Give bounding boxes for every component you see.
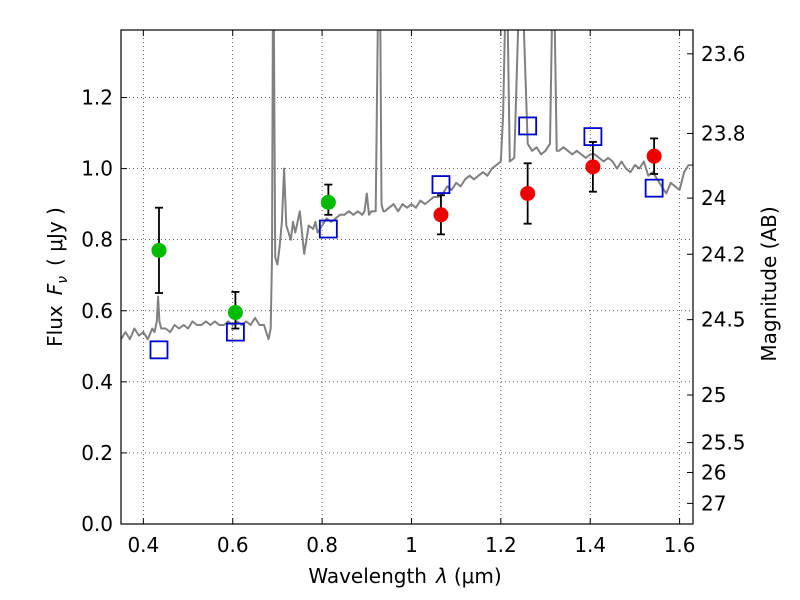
x-tick-label: 0.8 [306,533,338,557]
data-point [433,207,449,223]
plot-frame [120,29,694,525]
grid-lines [121,30,693,525]
y-tick-label: 0.8 [81,228,113,252]
errorbar-layer [154,137,659,330]
data-point [320,194,336,210]
x-tick-label: 1 [405,533,418,557]
right-tick-label: 25.5 [701,431,746,455]
data-point [151,242,167,258]
model-photometry-square [225,322,245,342]
right-tick-label: 23.8 [701,121,746,145]
data-point [227,305,243,321]
tick-layer: 0.4 0.6 0.8 1 1.2 1.4 1.6 0.0 0.2 0.4 0.6 0.8 1.0 1.2… [81,30,746,557]
x-tick-label: 0.6 [217,533,249,557]
model-photometry-square [518,116,538,136]
x-axis-title: Wavelength λ (μm) [308,564,501,588]
x-tick-label: 1.4 [574,533,606,557]
x-tick-label: 0.4 [127,533,159,557]
right-tick-label: 24.5 [701,308,746,332]
y-axis-title: FluxFν( μJy ) [43,207,71,347]
right-tick-label: 26 [701,460,726,484]
model-photometry-square [583,127,603,147]
model-photometry-square [318,219,338,239]
right-tick-label: 27 [701,491,726,515]
y-tick-label: 1.0 [81,157,113,181]
marker-layer [149,116,664,360]
model-photometry-square [644,178,664,198]
spectrum-line [121,30,693,341]
right-tick-label: 23.6 [701,42,746,66]
data-point [520,185,536,201]
data-point [585,159,601,175]
x-tick-label: 1.6 [664,533,696,557]
y-tick-label: 1.2 [81,86,113,110]
model-photometry-square [149,340,169,360]
y-tick-label: 0.6 [81,299,113,323]
right-tick-label: 24 [701,186,726,210]
right-axis-title: Magnitude (AB) [757,206,781,361]
y-tick-label: 0.0 [81,512,113,536]
right-tick-label: 24.2 [701,242,746,266]
model-photometry-square [431,175,451,194]
x-tick-label: 1.2 [485,533,517,557]
data-point [646,148,662,164]
spectrum-layer [121,30,693,341]
y-tick-label: 0.4 [81,370,113,394]
y-tick-label: 0.2 [81,441,113,465]
right-tick-label: 25 [701,383,726,407]
